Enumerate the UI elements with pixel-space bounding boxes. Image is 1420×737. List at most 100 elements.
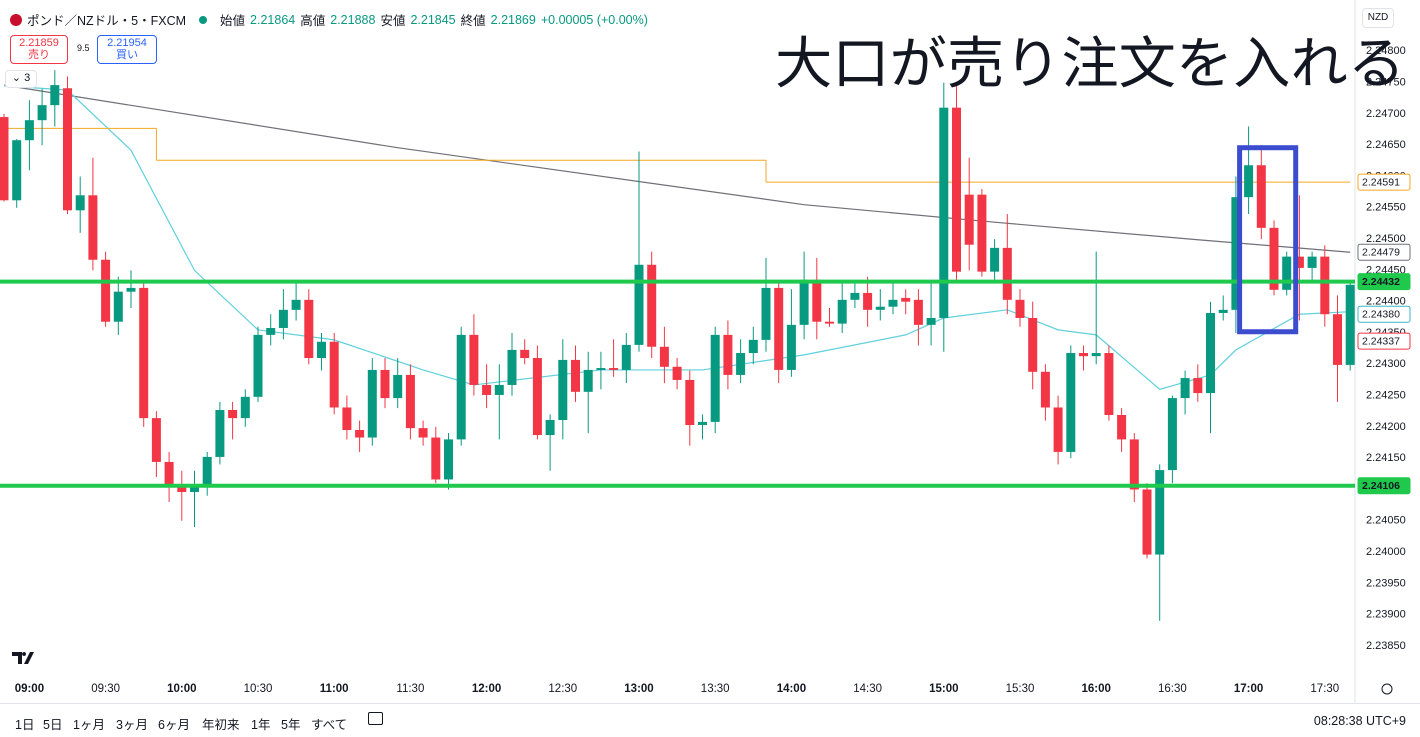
x-tick-label: 16:00 — [1081, 683, 1110, 695]
candle-body — [0, 117, 9, 201]
x-tick-label: 09:30 — [91, 683, 120, 695]
indicators-toggle[interactable]: ⌄ 3 — [5, 70, 37, 88]
candle-body — [545, 419, 555, 436]
candle-body — [278, 309, 288, 328]
x-tick-label: 14:00 — [777, 683, 806, 695]
x-tick-label: 17:00 — [1234, 683, 1263, 695]
price-badge-label: 2.24479 — [1362, 247, 1400, 259]
candle-body — [723, 334, 733, 375]
price-badge — [1357, 305, 1411, 323]
candle-body — [1066, 353, 1076, 452]
range-button[interactable]: 年初来 — [202, 718, 240, 732]
candle-body — [253, 334, 263, 397]
x-tick-label: 11:00 — [320, 683, 349, 695]
candle-body — [317, 341, 326, 359]
candle-body — [1091, 353, 1101, 357]
candle-body — [1002, 247, 1012, 300]
label: 安値 — [380, 14, 406, 28]
buy-button[interactable]: 2.21954 買い — [97, 35, 157, 64]
range-button[interactable]: 1ヶ月 — [73, 718, 105, 732]
moving-average — [3, 85, 1351, 390]
y-tick-label: 2.24550 — [1366, 202, 1406, 214]
currency-button[interactable]: NZD — [1362, 8, 1394, 28]
candle-body — [1231, 197, 1241, 310]
candle-body — [367, 369, 377, 438]
candle-body — [1345, 284, 1355, 365]
sell-price: 2.21859 — [19, 37, 59, 49]
y-tick-label: 2.24050 — [1366, 515, 1406, 527]
y-tick-label: 2.24800 — [1366, 45, 1406, 57]
candle-body — [431, 437, 441, 480]
candle-body — [939, 107, 949, 318]
candle-body — [736, 353, 746, 375]
candle-body — [596, 368, 606, 370]
x-tick-label: 10:00 — [167, 683, 196, 695]
range-button[interactable]: すべて — [311, 718, 348, 732]
range-button[interactable]: 5年 — [281, 718, 301, 732]
candle-body — [304, 299, 314, 359]
price-badge — [1357, 173, 1411, 191]
candle-body — [329, 341, 339, 408]
y-tick-label: 2.24400 — [1366, 296, 1406, 308]
candle-body — [50, 85, 60, 106]
candle-body — [24, 120, 34, 141]
x-tick-label: 12:30 — [548, 683, 577, 695]
sell-button[interactable]: 2.21859 売り — [10, 35, 68, 64]
candle-body — [75, 195, 85, 211]
candle-body — [101, 259, 111, 322]
candle-body — [1104, 353, 1114, 415]
y-tick-label: 2.23850 — [1366, 640, 1406, 652]
buy-label: 買い — [116, 49, 138, 61]
candle-body — [1117, 414, 1127, 440]
clock: 08:28:38 UTC+9 — [1313, 714, 1406, 728]
footer: 1日 5日 1ヶ月 3ヶ月 6ヶ月 年初来 1年 5年 すべて 08:28:38 UTC+9 — [0, 703, 1420, 737]
candle-body — [952, 107, 961, 272]
sell-label: 売り — [28, 49, 50, 61]
candle-body — [113, 291, 123, 322]
candle-body — [342, 407, 352, 431]
candle-body — [571, 359, 580, 392]
y-tick-label: 2.24150 — [1366, 452, 1406, 464]
candle-body — [291, 299, 301, 310]
candle-body — [888, 299, 898, 307]
value: 2.21845 — [410, 12, 456, 27]
candle-body — [1040, 371, 1050, 408]
candle-body — [863, 292, 873, 310]
calendar-icon[interactable] — [368, 712, 383, 725]
candle-body — [177, 485, 187, 492]
candle-body — [418, 428, 428, 438]
value: 2.21864 — [250, 12, 296, 27]
header: ポンド／NZドル・5・FXCM 始値 2.21864 高値 2.21888 安値 2.… — [10, 10, 648, 29]
candle-body — [63, 88, 72, 211]
x-tick-label: 11:30 — [396, 683, 424, 695]
candle-body — [774, 287, 784, 370]
candle-body — [926, 317, 936, 325]
candle-body — [1244, 165, 1254, 198]
candle-body — [913, 299, 923, 325]
range-button[interactable]: 6ヶ月 — [158, 718, 190, 732]
candle-body — [1256, 165, 1266, 228]
y-tick-label: 2.24000 — [1366, 546, 1406, 558]
candle-body — [164, 461, 174, 486]
range-button[interactable]: 5日 — [43, 718, 63, 732]
range-button[interactable]: 1日 — [15, 718, 35, 732]
y-tick-label: 2.24700 — [1366, 108, 1406, 120]
candle-body — [405, 374, 415, 429]
x-tick-label: 14:30 — [853, 683, 882, 695]
candle-body — [761, 287, 771, 340]
range-button[interactable]: 1年 — [251, 718, 271, 732]
candle-body — [583, 369, 593, 392]
symbol[interactable]: ポンド／NZドル・5・FXCM — [27, 14, 187, 28]
candle-body — [634, 264, 644, 345]
range-button[interactable]: 3ヶ月 — [116, 718, 148, 732]
candle-body — [825, 321, 834, 324]
y-tick-label: 2.24300 — [1366, 358, 1406, 370]
candle-body — [190, 485, 199, 492]
candle-body — [964, 194, 974, 245]
tv-logo — [12, 652, 34, 664]
candle-body — [875, 306, 885, 310]
candle-body — [126, 287, 136, 292]
candle-body — [990, 247, 1000, 272]
candle-body — [380, 369, 390, 399]
